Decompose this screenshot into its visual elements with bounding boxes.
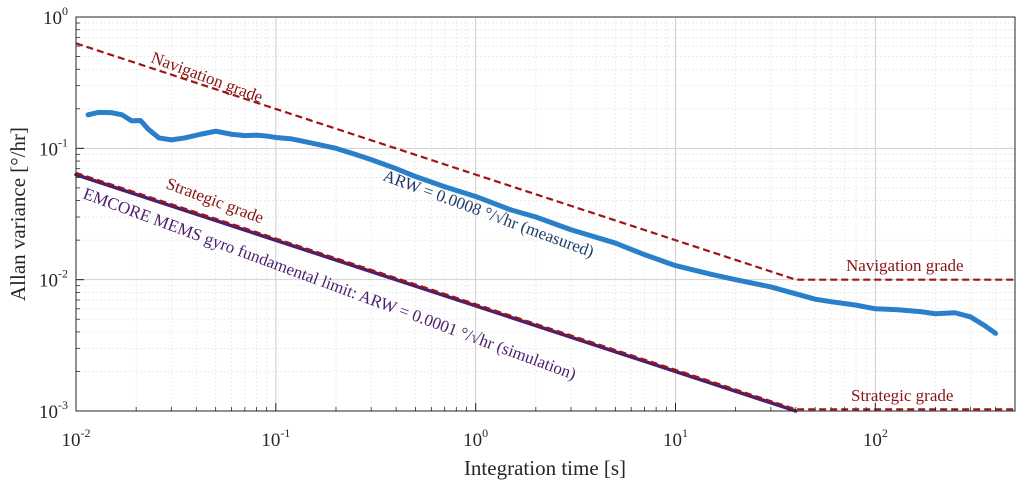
annotation-strat-grade-right: Strategic grade [851, 386, 953, 405]
series-layer [74, 42, 1015, 413]
x-tick-label: 101 [663, 426, 688, 451]
x-tick-label: 10-2 [62, 426, 91, 451]
plot-area-background [76, 17, 1015, 411]
y-tick-labels: 10-3 10-2 10-1 100 [39, 4, 68, 423]
series-strategic-grade-line [75, 171, 1015, 411]
y-tick-label: 10-1 [39, 135, 68, 160]
series-fundamental-limit-line [74, 172, 798, 413]
grid-minor [76, 17, 1016, 411]
annotation-nav-grade-right: Navigation grade [846, 256, 964, 275]
series-measured-line [85, 109, 999, 336]
series-navigation-grade-line [75, 42, 1015, 281]
x-tick-label: 102 [863, 426, 888, 451]
tick-marks [75, 16, 1016, 412]
y-tick-label: 10-3 [39, 398, 68, 423]
x-tick-label: 10-1 [261, 426, 290, 451]
x-axis-title: Integration time [s] [464, 456, 626, 480]
plot-frame [75, 16, 1016, 412]
y-tick-label: 10-2 [39, 267, 68, 292]
x-tick-labels: 10-2 10-1 100 101 102 [62, 426, 888, 451]
y-tick-label: 100 [43, 4, 68, 29]
y-axis-title: Allan variance [°/hr] [6, 127, 30, 301]
x-tick-label: 100 [463, 426, 488, 451]
